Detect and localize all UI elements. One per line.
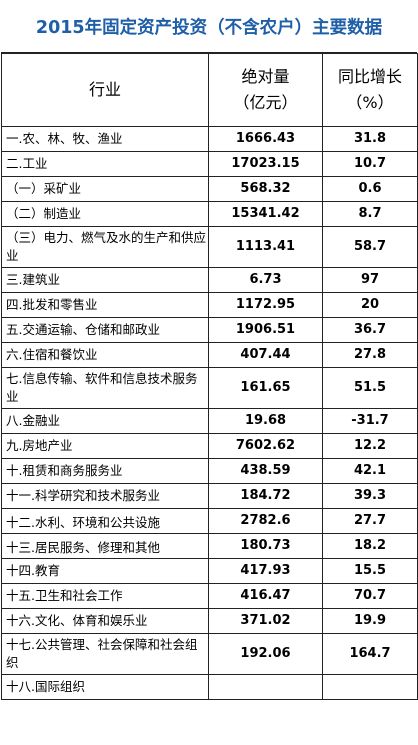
table-row: 五.交通运输、仓储和邮政业 1906.51 36.7 xyxy=(1,317,418,343)
row-growth: 58.7 xyxy=(322,226,418,268)
row-industry: 八.金融业 xyxy=(1,408,209,434)
table-row: 六.住宿和餐饮业 407.44 27.8 xyxy=(1,342,418,368)
row-growth: 15.5 xyxy=(322,558,418,584)
row-amount: 17023.15 xyxy=(208,151,323,177)
row-industry: 三.建筑业 xyxy=(1,267,209,293)
row-growth: 51.5 xyxy=(322,367,418,409)
row-industry-text: 十三.居民服务、修理和其他 xyxy=(6,539,160,554)
row-industry: 六.住宿和餐饮业 xyxy=(1,342,209,368)
table-row: 十二.水利、环境和公共设施 2782.6 27.7 xyxy=(1,508,418,534)
row-growth: 31.8 xyxy=(322,126,418,152)
table-row: 十一.科学研究和技术服务业 184.72 39.3 xyxy=(1,483,418,509)
row-industry: 十六.文化、体育和娱乐业 xyxy=(1,608,209,634)
row-growth: 12.2 xyxy=(322,433,418,459)
row-amount: 416.47 xyxy=(208,583,323,609)
table-row: 十七.公共管理、社会保障和社会组织 192.06 164.7 xyxy=(1,633,418,675)
row-amount: 438.59 xyxy=(208,458,323,484)
row-growth: 20 xyxy=(322,292,418,318)
row-industry: 十五.卫生和社会工作 xyxy=(1,583,209,609)
table-row: 十四.教育 417.93 15.5 xyxy=(1,558,418,584)
row-industry: 十一.科学研究和技术服务业 xyxy=(1,483,209,509)
row-industry: 十.租赁和商务服务业 xyxy=(1,458,209,484)
row-amount: 1172.95 xyxy=(208,292,323,318)
row-industry: 十二.水利、环境和公共设施 xyxy=(1,508,209,534)
header-amount: 绝对量 （亿元） xyxy=(208,53,323,127)
table-row: （一）采矿业 568.32 0.6 xyxy=(1,176,418,202)
header-growth: 同比增长 （%） xyxy=(322,53,418,127)
row-amount: 1906.51 xyxy=(208,317,323,343)
row-amount: 15341.42 xyxy=(208,201,323,227)
table-row: 九.房地产业 7602.62 12.2 xyxy=(1,433,418,459)
row-amount: 2782.6 xyxy=(208,508,323,534)
row-industry: （一）采矿业 xyxy=(1,176,209,202)
row-amount: 19.68 xyxy=(208,408,323,434)
row-amount: 161.65 xyxy=(208,367,323,409)
table-row: 一.农、林、牧、渔业 1666.43 31.8 xyxy=(1,126,418,152)
row-amount: 1113.41 xyxy=(208,226,323,268)
table-title: 2015年固定资产投资（不含农户）主要数据 xyxy=(1,1,417,53)
row-amount: 371.02 xyxy=(208,608,323,634)
row-industry: 十七.公共管理、社会保障和社会组织 xyxy=(1,633,209,675)
row-growth: 10.7 xyxy=(322,151,418,177)
row-industry: 二.工业 xyxy=(1,151,209,177)
data-table: 行业 绝对量 （亿元） 同比增长 （%） 一.农、林、牧、渔业 1666.43 … xyxy=(1,53,418,700)
table-row: 二.工业 17023.15 10.7 xyxy=(1,151,418,177)
row-industry: 五.交通运输、仓储和邮政业 xyxy=(1,317,209,343)
table-row: 三.建筑业 6.73 97 xyxy=(1,267,418,293)
row-industry: 七.信息传输、软件和信息技术服务业 xyxy=(1,367,209,409)
row-growth: 18.2 xyxy=(322,533,418,559)
row-growth: 19.9 xyxy=(322,608,418,634)
row-amount: 7602.62 xyxy=(208,433,323,459)
row-amount: 417.93 xyxy=(208,558,323,584)
row-growth: 36.7 xyxy=(322,317,418,343)
header-growth-line2: （%） xyxy=(346,93,394,112)
row-amount: 184.72 xyxy=(208,483,323,509)
row-amount: 192.06 xyxy=(208,633,323,675)
row-growth: 70.7 xyxy=(322,583,418,609)
row-growth: 97 xyxy=(322,267,418,293)
row-industry-text: 十二.水利、环境和公共设施 xyxy=(6,514,160,529)
row-growth: 164.7 xyxy=(322,633,418,675)
row-amount: 568.32 xyxy=(208,176,323,202)
row-amount: 407.44 xyxy=(208,342,323,368)
table-row: 十五.卫生和社会工作 416.47 70.7 xyxy=(1,583,418,609)
row-industry: 十八.国际组织 xyxy=(1,674,209,700)
table-row: 八.金融业 19.68 -31.7 xyxy=(1,408,418,434)
row-growth: -31.7 xyxy=(322,408,418,434)
table-row: 十三.居民服务、修理和其他 180.73 18.2 xyxy=(1,533,418,559)
table-row: 四.批发和零售业 1172.95 20 xyxy=(1,292,418,318)
table-row: 十六.文化、体育和娱乐业 371.02 19.9 xyxy=(1,608,418,634)
row-amount: 180.73 xyxy=(208,533,323,559)
table-row: 十八.国际组织 xyxy=(1,674,418,700)
header-amount-line2: （亿元） xyxy=(233,93,298,112)
table-row: （三）电力、燃气及水的生产和供应业 1113.41 58.7 xyxy=(1,226,418,268)
table-row: （二）制造业 15341.42 8.7 xyxy=(1,201,418,227)
row-growth: 39.3 xyxy=(322,483,418,509)
row-growth: 8.7 xyxy=(322,201,418,227)
row-growth: 27.8 xyxy=(322,342,418,368)
header-growth-line1: 同比增长 xyxy=(337,67,402,86)
row-industry: （三）电力、燃气及水的生产和供应业 xyxy=(1,226,209,268)
row-growth: 42.1 xyxy=(322,458,418,484)
row-growth: 27.7 xyxy=(322,508,418,534)
row-amount xyxy=(208,674,323,700)
row-industry: 十四.教育 xyxy=(1,558,209,584)
header-row: 行业 绝对量 （亿元） 同比增长 （%） xyxy=(1,53,418,127)
table-row: 七.信息传输、软件和信息技术服务业 161.65 51.5 xyxy=(1,367,418,409)
row-industry: （二）制造业 xyxy=(1,201,209,227)
row-industry: 九.房地产业 xyxy=(1,433,209,459)
table-row: 十.租赁和商务服务业 438.59 42.1 xyxy=(1,458,418,484)
row-industry: 四.批发和零售业 xyxy=(1,292,209,318)
row-growth xyxy=(322,674,418,700)
header-amount-line1: 绝对量 xyxy=(241,67,290,86)
header-industry: 行业 xyxy=(1,53,209,127)
row-amount: 6.73 xyxy=(208,267,323,293)
row-industry: 一.农、林、牧、渔业 xyxy=(1,126,209,152)
row-industry: 十三.居民服务、修理和其他 xyxy=(1,533,209,559)
row-growth: 0.6 xyxy=(322,176,418,202)
row-amount: 1666.43 xyxy=(208,126,323,152)
